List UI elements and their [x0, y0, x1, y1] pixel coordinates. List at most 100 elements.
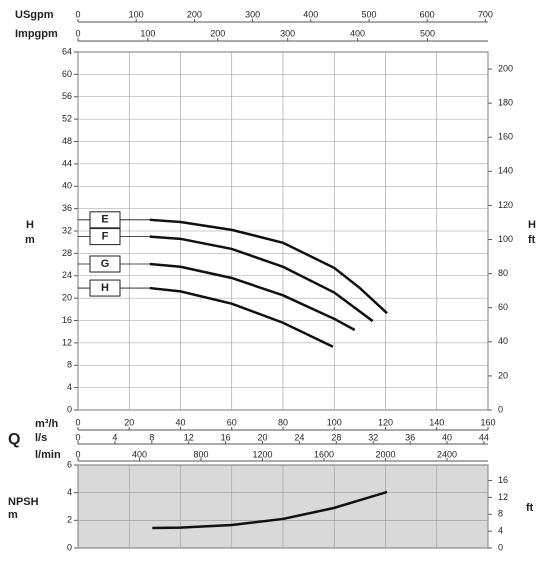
- curve: [152, 490, 388, 530]
- aux-tick-label: 400: [303, 9, 318, 19]
- y-tick-label: 4: [67, 487, 72, 497]
- y-tick-label: 0: [67, 404, 72, 414]
- aux-tick-label: 24: [294, 432, 304, 442]
- aux-tick-label: 0: [75, 28, 80, 38]
- aux-tick-label: 1200: [252, 449, 272, 459]
- y2-tick-label: 40: [498, 336, 508, 346]
- y-label-unit: m: [8, 509, 18, 521]
- y-tick-label: 16: [62, 315, 72, 325]
- aux-tick-label: 400: [132, 449, 147, 459]
- x-tick-label: 160: [480, 417, 495, 427]
- y-tick-label: 36: [62, 203, 72, 213]
- aux-tick-label: 500: [420, 28, 435, 38]
- aux-tick-label: 600: [420, 9, 435, 19]
- y2-label: ft: [526, 502, 534, 514]
- y-tick-label: 12: [62, 337, 72, 347]
- aux-tick-label: 12: [184, 432, 194, 442]
- curve: [149, 235, 374, 323]
- y-tick-label: 20: [62, 293, 72, 303]
- y-tick-label: 52: [62, 114, 72, 124]
- aux-tick-label: 100: [140, 28, 155, 38]
- aux-tick-label: 0: [75, 432, 80, 442]
- y2-tick-label: 180: [498, 98, 513, 108]
- x-tick-label: 120: [378, 417, 393, 427]
- y2-tick-label: 160: [498, 132, 513, 142]
- quantity-label: Q: [8, 431, 20, 448]
- y-tick-label: 6: [67, 459, 72, 469]
- curve-label: H: [101, 282, 109, 294]
- y2-tick-label: 200: [498, 63, 513, 73]
- y-tick-label: 2: [67, 515, 72, 525]
- aux-axis-label: l/min: [35, 449, 61, 461]
- y2-label-unit: ft: [528, 234, 536, 246]
- aux-tick-label: 16: [221, 432, 231, 442]
- x-tick-label: 80: [278, 417, 288, 427]
- y-tick-label: 56: [62, 91, 72, 101]
- y-tick-label: 28: [62, 248, 72, 258]
- aux-axis-label: l/s: [35, 432, 47, 444]
- aux-tick-label: 300: [245, 9, 260, 19]
- curve: [149, 218, 388, 315]
- aux-tick-label: 300: [280, 28, 295, 38]
- aux-tick-label: 44: [479, 432, 489, 442]
- x-tick-label: 20: [124, 417, 134, 427]
- y-tick-label: 24: [62, 270, 72, 280]
- y-label-unit: m: [25, 234, 35, 246]
- aux-tick-label: 100: [129, 9, 144, 19]
- aux-axis-label: Impgpm: [15, 28, 58, 40]
- aux-tick-label: 200: [187, 9, 202, 19]
- aux-tick-label: 28: [331, 432, 341, 442]
- aux-tick-label: 36: [405, 432, 415, 442]
- y2-tick-label: 100: [498, 234, 513, 244]
- y-tick-label: 40: [62, 181, 72, 191]
- y-tick-label: 32: [62, 225, 72, 235]
- y-label: NPSH: [8, 496, 39, 508]
- curve-label-box: [89, 211, 121, 229]
- y2-tick-label: 4: [498, 526, 503, 536]
- curve: [149, 262, 356, 332]
- aux-tick-label: 32: [368, 432, 378, 442]
- aux-tick-label: 500: [361, 9, 376, 19]
- x-tick-label: 0: [75, 417, 80, 427]
- y-tick-label: 0: [67, 542, 72, 552]
- aux-tick-label: 0: [75, 449, 80, 459]
- y2-tick-label: 120: [498, 200, 513, 210]
- y-label: H: [26, 219, 34, 231]
- x-tick-label: 60: [227, 417, 237, 427]
- y2-tick-label: 20: [498, 370, 508, 380]
- y-tick-label: 48: [62, 136, 72, 146]
- curve-label: F: [102, 231, 109, 243]
- aux-axis-label: USgpm: [15, 9, 54, 21]
- y2-tick-label: 16: [498, 475, 508, 485]
- y2-tick-label: 0: [498, 542, 503, 552]
- aux-tick-label: 8: [149, 432, 154, 442]
- x-tick-label: 40: [175, 417, 185, 427]
- aux-tick-label: 2400: [437, 449, 457, 459]
- curve-label: G: [101, 258, 110, 270]
- curve: [149, 286, 334, 348]
- aux-tick-label: 4: [112, 432, 117, 442]
- y-tick-label: 8: [67, 360, 72, 370]
- curve-label-box: [89, 255, 121, 273]
- y2-tick-label: 8: [498, 509, 503, 519]
- y2-tick-label: 60: [498, 302, 508, 312]
- y2-label: H: [528, 219, 536, 231]
- y2-tick-label: 140: [498, 166, 513, 176]
- aux-tick-label: 1600: [314, 449, 334, 459]
- x-tick-label: 100: [327, 417, 342, 427]
- curve-label-box: [89, 228, 121, 246]
- aux-tick-label: 2000: [375, 449, 395, 459]
- aux-tick-label: 700: [478, 9, 493, 19]
- aux-tick-label: 40: [442, 432, 452, 442]
- aux-tick-label: 800: [193, 449, 208, 459]
- y-tick-label: 64: [62, 46, 72, 56]
- y-tick-label: 44: [62, 158, 72, 168]
- y-tick-label: 4: [67, 382, 72, 392]
- aux-tick-label: 0: [75, 9, 80, 19]
- y2-tick-label: 12: [498, 492, 508, 502]
- x-label: m³/h: [35, 418, 59, 430]
- x-tick-label: 140: [429, 417, 444, 427]
- aux-tick-label: 200: [210, 28, 225, 38]
- y2-tick-label: 80: [498, 268, 508, 278]
